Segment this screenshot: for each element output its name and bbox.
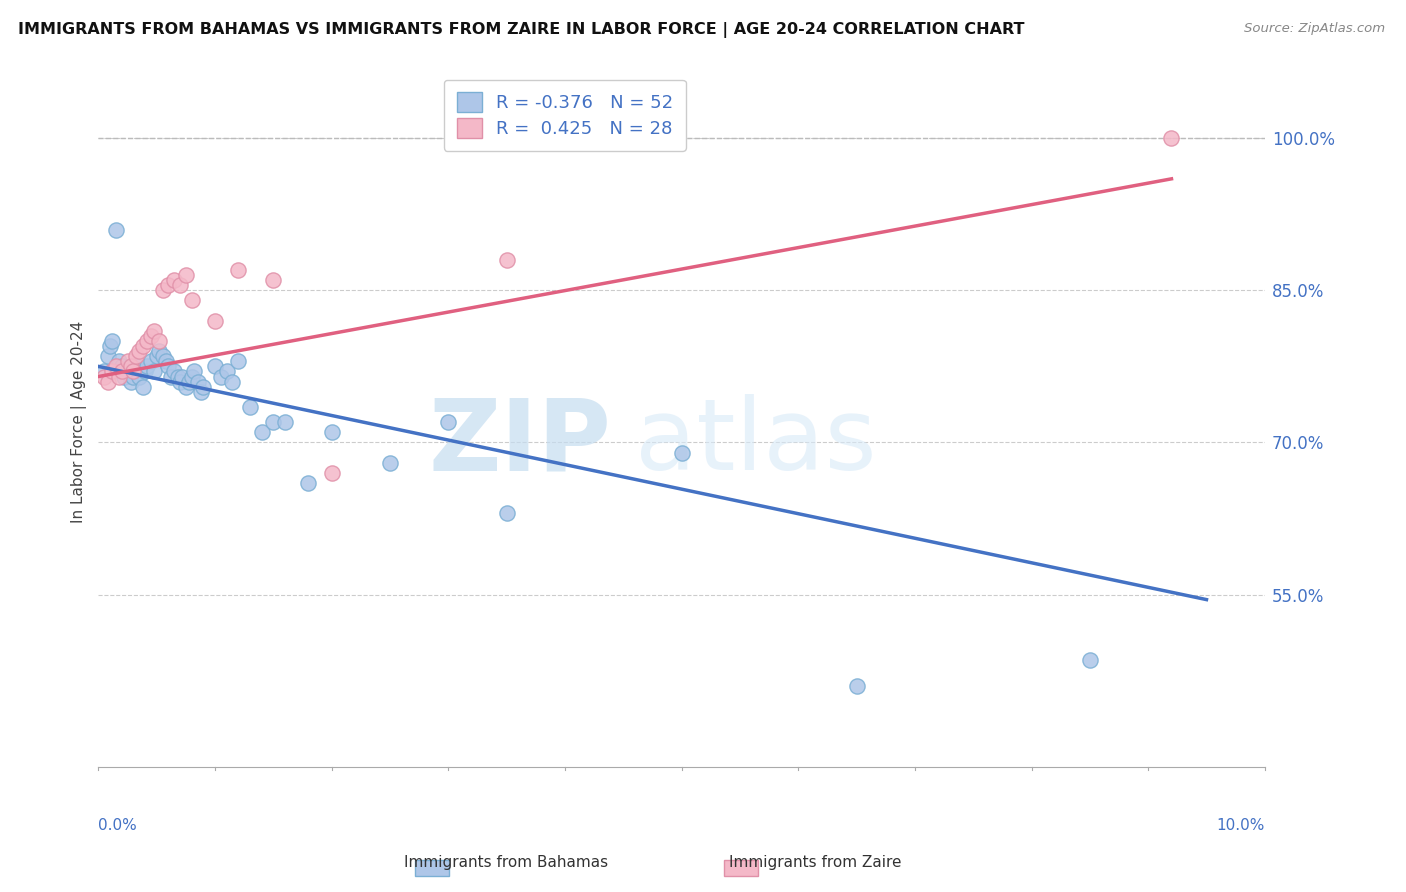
Point [131,379,153,393]
Point [228,354,250,368]
Point [139,354,162,368]
Point [215,364,238,378]
Point [97,375,120,389]
Text: ZIP: ZIP [429,394,612,491]
Point [134,364,156,378]
Point [104,222,127,236]
Point [378,456,401,470]
Point [321,466,343,480]
Point [262,415,284,429]
Point [845,679,868,693]
Point [671,445,693,459]
Point [93,364,115,378]
Point [239,400,262,414]
Text: Immigrants from Zaire: Immigrants from Zaire [730,855,901,870]
Point [143,324,166,338]
Point [204,314,226,328]
Point [183,364,205,378]
Point [180,369,202,384]
Point [169,278,191,293]
Point [297,475,319,490]
Point [228,263,250,277]
Point [120,359,142,374]
Text: 10.0%: 10.0% [1216,818,1265,832]
Point [172,369,194,384]
Point [136,359,159,374]
Point [120,375,142,389]
Point [131,339,153,353]
Point [262,273,284,287]
Point [495,252,517,267]
Point [111,364,134,378]
Point [97,349,120,363]
Point [128,344,150,359]
Point [108,354,131,368]
Legend: R = -0.376   N = 52, R =  0.425   N = 28: R = -0.376 N = 52, R = 0.425 N = 28 [444,79,686,151]
Point [437,415,460,429]
Point [163,364,186,378]
Point [193,379,215,393]
Point [166,369,188,384]
Point [101,364,124,378]
Point [111,359,134,374]
Point [122,364,145,378]
Point [1078,653,1101,667]
Point [117,364,139,378]
Point [157,359,180,374]
Point [122,369,145,384]
Point [136,334,159,348]
Text: Immigrants from Bahamas: Immigrants from Bahamas [404,855,609,870]
Point [179,375,201,389]
Point [495,507,517,521]
Point [250,425,273,440]
Point [209,369,232,384]
Point [186,375,208,389]
Point [163,273,186,287]
Point [101,334,124,348]
Text: IMMIGRANTS FROM BAHAMAS VS IMMIGRANTS FROM ZAIRE IN LABOR FORCE | AGE 20-24 CORR: IMMIGRANTS FROM BAHAMAS VS IMMIGRANTS FR… [18,22,1025,38]
Point [145,349,167,363]
Point [98,339,121,353]
Point [117,354,139,368]
Point [139,329,162,343]
Point [159,369,181,384]
Point [152,349,174,363]
Point [128,369,150,384]
Point [190,384,212,399]
Point [204,359,226,374]
Point [180,293,202,308]
Point [155,354,177,368]
Point [112,369,135,384]
Point [148,334,170,348]
Point [148,344,170,359]
Point [108,369,131,384]
Text: Source: ZipAtlas.com: Source: ZipAtlas.com [1244,22,1385,36]
Point [174,268,197,282]
Point [152,284,174,298]
Point [174,379,197,393]
Point [157,278,180,293]
Point [169,375,191,389]
Point [124,359,146,374]
Point [274,415,297,429]
Point [321,425,343,440]
Y-axis label: In Labor Force | Age 20-24: In Labor Force | Age 20-24 [72,321,87,524]
Point [93,369,115,384]
Text: atlas: atlas [636,394,876,491]
Point [104,359,127,374]
Point [143,364,166,378]
Point [124,349,146,363]
Point [221,375,243,389]
Text: 0.0%: 0.0% [98,818,138,832]
Point [1160,131,1182,145]
